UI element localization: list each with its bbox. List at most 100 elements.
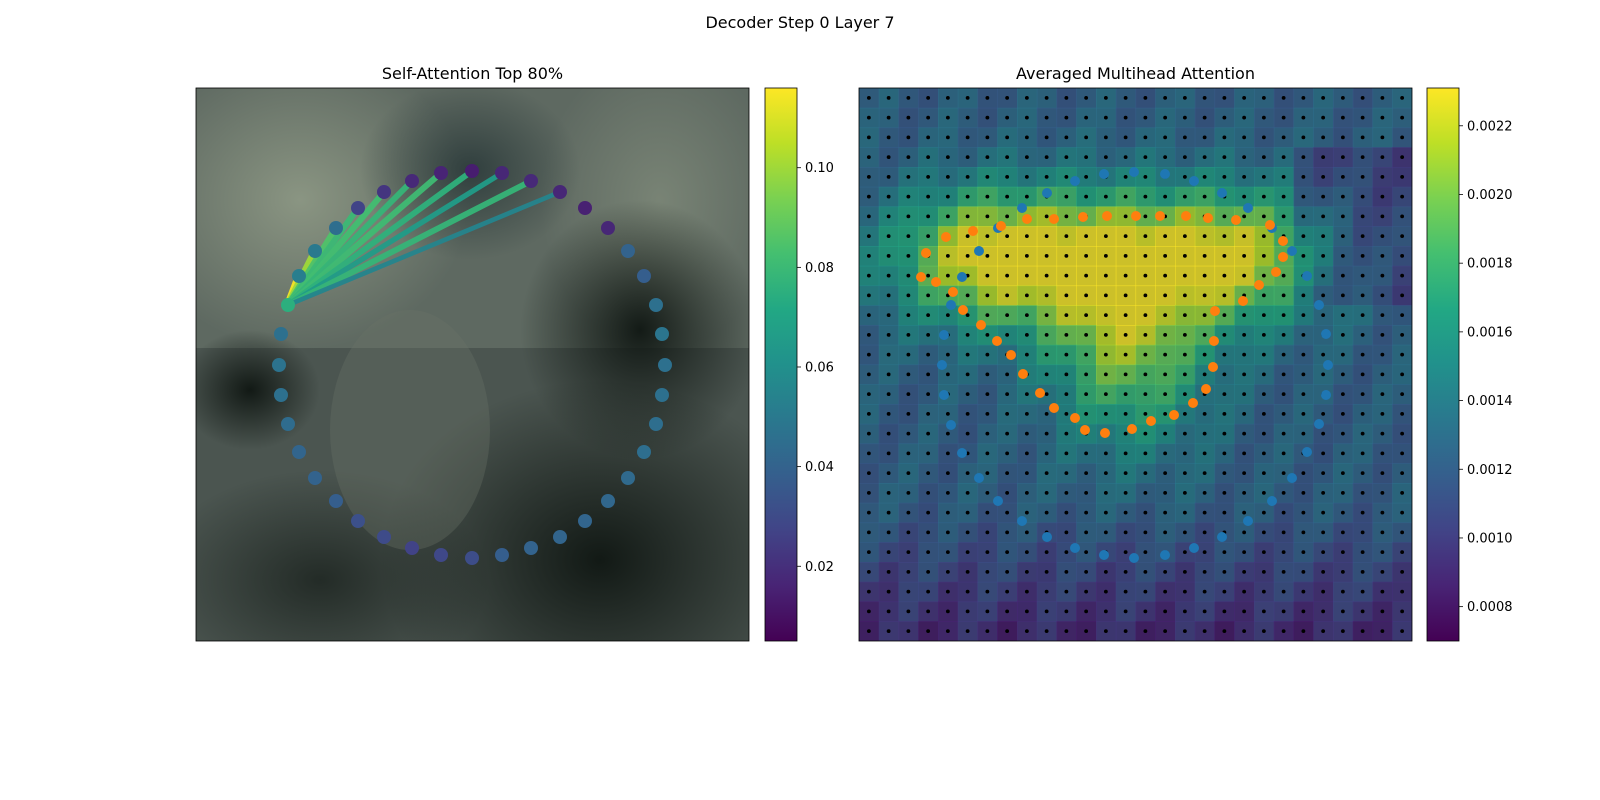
grid-point [1064,155,1069,160]
grid-point [1024,609,1029,614]
grid-point [1163,510,1168,515]
grid-point [1321,629,1326,634]
grid-point [926,194,931,199]
grid-point [1202,510,1207,515]
grid-point [1163,135,1168,140]
grid-point [1143,313,1148,318]
grid-point [1261,174,1266,179]
grid-point [1301,332,1306,337]
grid-point [906,253,911,258]
grid-point [1044,352,1049,357]
grid-point [886,253,891,258]
grid-point [1281,451,1286,456]
grid-point [1163,234,1168,239]
grid-point [906,273,911,278]
grid-point [1005,569,1010,574]
grid-point [1261,550,1266,555]
predicted-point [1278,236,1288,246]
grid-point [1281,313,1286,318]
grid-point [1182,589,1187,594]
grid-point [1400,115,1405,120]
contour-point [957,272,967,282]
grid-point [1281,174,1286,179]
grid-point [1340,115,1345,120]
grid-point [1340,431,1345,436]
grid-point [1400,313,1405,318]
grid-point [1360,372,1365,377]
grid-point [1123,510,1128,515]
grid-point [1202,490,1207,495]
grid-point [1064,589,1069,594]
grid-point [1182,194,1187,199]
grid-point [945,490,950,495]
attention-lines [284,168,563,309]
contour-point [578,514,592,528]
grid-point [1360,174,1365,179]
grid-point [1123,253,1128,258]
grid-point [1380,115,1385,120]
grid-point [1005,431,1010,436]
grid-point [906,431,911,436]
grid-point [1360,135,1365,140]
grid-point [1064,352,1069,357]
grid-point [1340,589,1345,594]
grid-point [1321,95,1326,100]
grid-point [926,411,931,416]
grid-point [1163,273,1168,278]
grid-point [945,471,950,476]
grid-point [1281,411,1286,416]
predicted-point [916,272,926,282]
grid-point [1103,313,1108,318]
grid-point [1340,550,1345,555]
predicted-point [996,221,1006,231]
grid-point [1360,253,1365,258]
grid-point [1380,372,1385,377]
grid-point [1084,352,1089,357]
grid-point [886,352,891,357]
grid-point [965,234,970,239]
colorbar-tick-label: 0.02 [805,560,834,575]
grid-point [1340,253,1345,258]
grid-point [906,352,911,357]
grid-point [985,95,990,100]
grid-point [1103,569,1108,574]
predicted-point [1035,388,1045,398]
grid-point [1064,471,1069,476]
grid-point [985,135,990,140]
grid-point [985,530,990,535]
contour-point [553,185,567,199]
grid-point [1400,471,1405,476]
grid-point [1064,135,1069,140]
grid-point [1281,95,1286,100]
grid-point [926,135,931,140]
grid-point [1242,490,1247,495]
grid-point [1261,155,1266,160]
grid-point [886,234,891,239]
grid-point [926,510,931,515]
contour-point [1314,300,1324,310]
grid-point [866,372,871,377]
grid-point [1360,431,1365,436]
grid-point [1143,95,1148,100]
grid-point [965,510,970,515]
grid-point [886,273,891,278]
grid-point [1360,629,1365,634]
grid-point [1340,174,1345,179]
colorbar-tick-label: 0.0010 [1467,531,1513,546]
grid-point [1281,530,1286,535]
grid-point [1380,214,1385,219]
grid-point [1123,352,1128,357]
contour-point [974,473,984,483]
grid-point [866,135,871,140]
grid-point [1005,253,1010,258]
grid-point [1400,95,1405,100]
grid-point [1261,352,1266,357]
grid-point [906,530,911,535]
grid-point [1242,569,1247,574]
grid-point [1321,234,1326,239]
predicted-point [1102,211,1112,221]
grid-point [1380,411,1385,416]
grid-point [1084,95,1089,100]
grid-point [1222,313,1227,318]
grid-point [985,174,990,179]
